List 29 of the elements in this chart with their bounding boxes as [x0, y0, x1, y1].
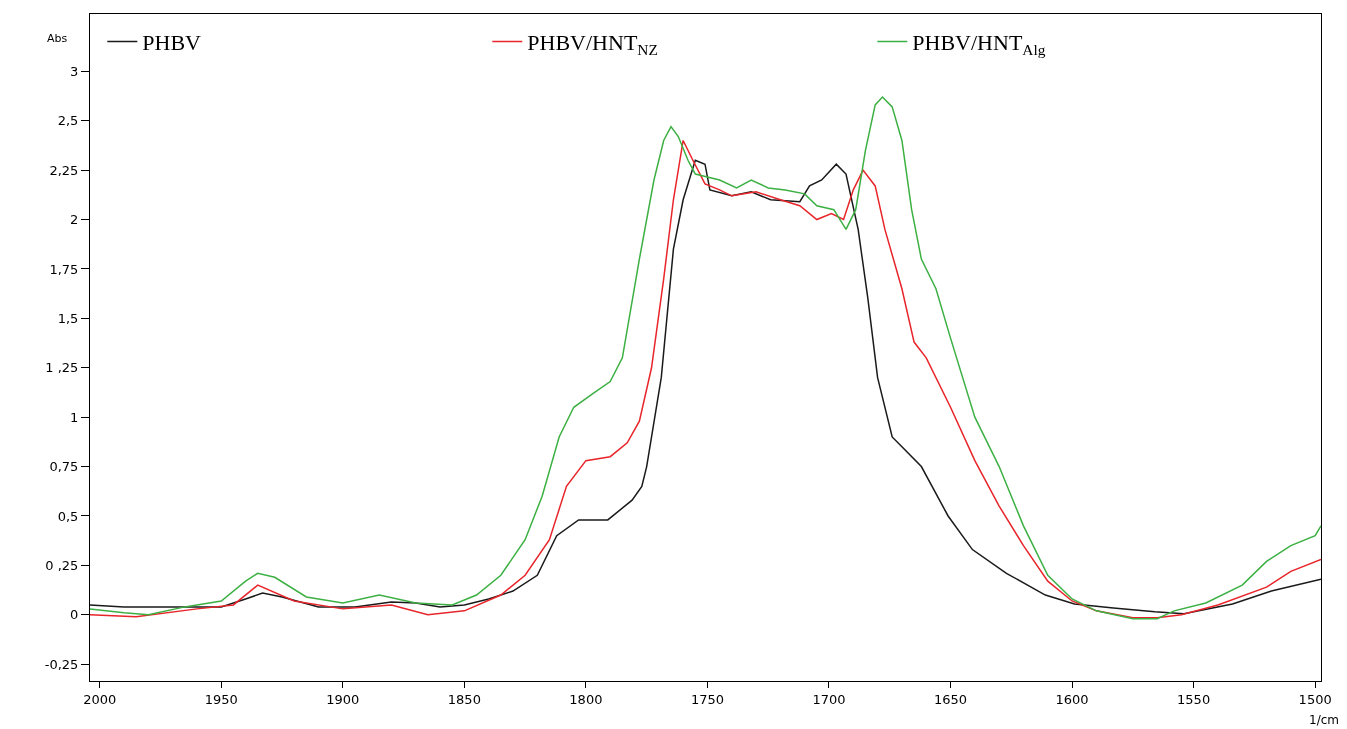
legend-label: PHBV/HNT$_{NZ}$ [527, 30, 658, 58]
y-tick-label: 0,75 [49, 459, 79, 475]
y-tick-label: 0 [70, 607, 79, 623]
x-tick-label: 1550 [1177, 691, 1211, 707]
y-tick-label: 2,25 [49, 162, 79, 178]
y-tick-label: 2,5 [57, 113, 79, 129]
legend-label: PHBV [142, 30, 202, 56]
legend-label: PHBV/HNT$_{Alg}$ [912, 30, 1046, 58]
x-tick-label: 1650 [933, 691, 968, 707]
y-tick-label: 1,5 [57, 310, 79, 326]
y-tick-label: 1 ,25 [45, 360, 79, 376]
y-tick-label: 0,5 [57, 508, 79, 524]
x-axis-title: 1/cm [1309, 713, 1339, 727]
x-tick-label: 1900 [326, 691, 360, 707]
x-tick-label: 1850 [447, 691, 481, 707]
y-axis-title: Abs [47, 32, 68, 45]
x-tick-label: 1800 [569, 691, 603, 707]
y-tick-label: 3 [70, 63, 79, 79]
x-tick-label: 2000 [83, 691, 117, 707]
x-tick-label: 1500 [1298, 691, 1332, 707]
y-tick-label: 1 [70, 409, 79, 425]
x-tick-label: 1950 [204, 691, 238, 707]
x-tick-label: 1600 [1055, 691, 1089, 707]
y-tick-label: 0 ,25 [45, 557, 79, 573]
y-tick-label: 2 [70, 212, 79, 228]
x-tick-label: 1700 [812, 691, 846, 707]
x-tick-label: 1750 [690, 691, 724, 707]
y-tick-label: -0,25 [44, 656, 79, 672]
y-tick-label: 1,75 [49, 261, 79, 277]
